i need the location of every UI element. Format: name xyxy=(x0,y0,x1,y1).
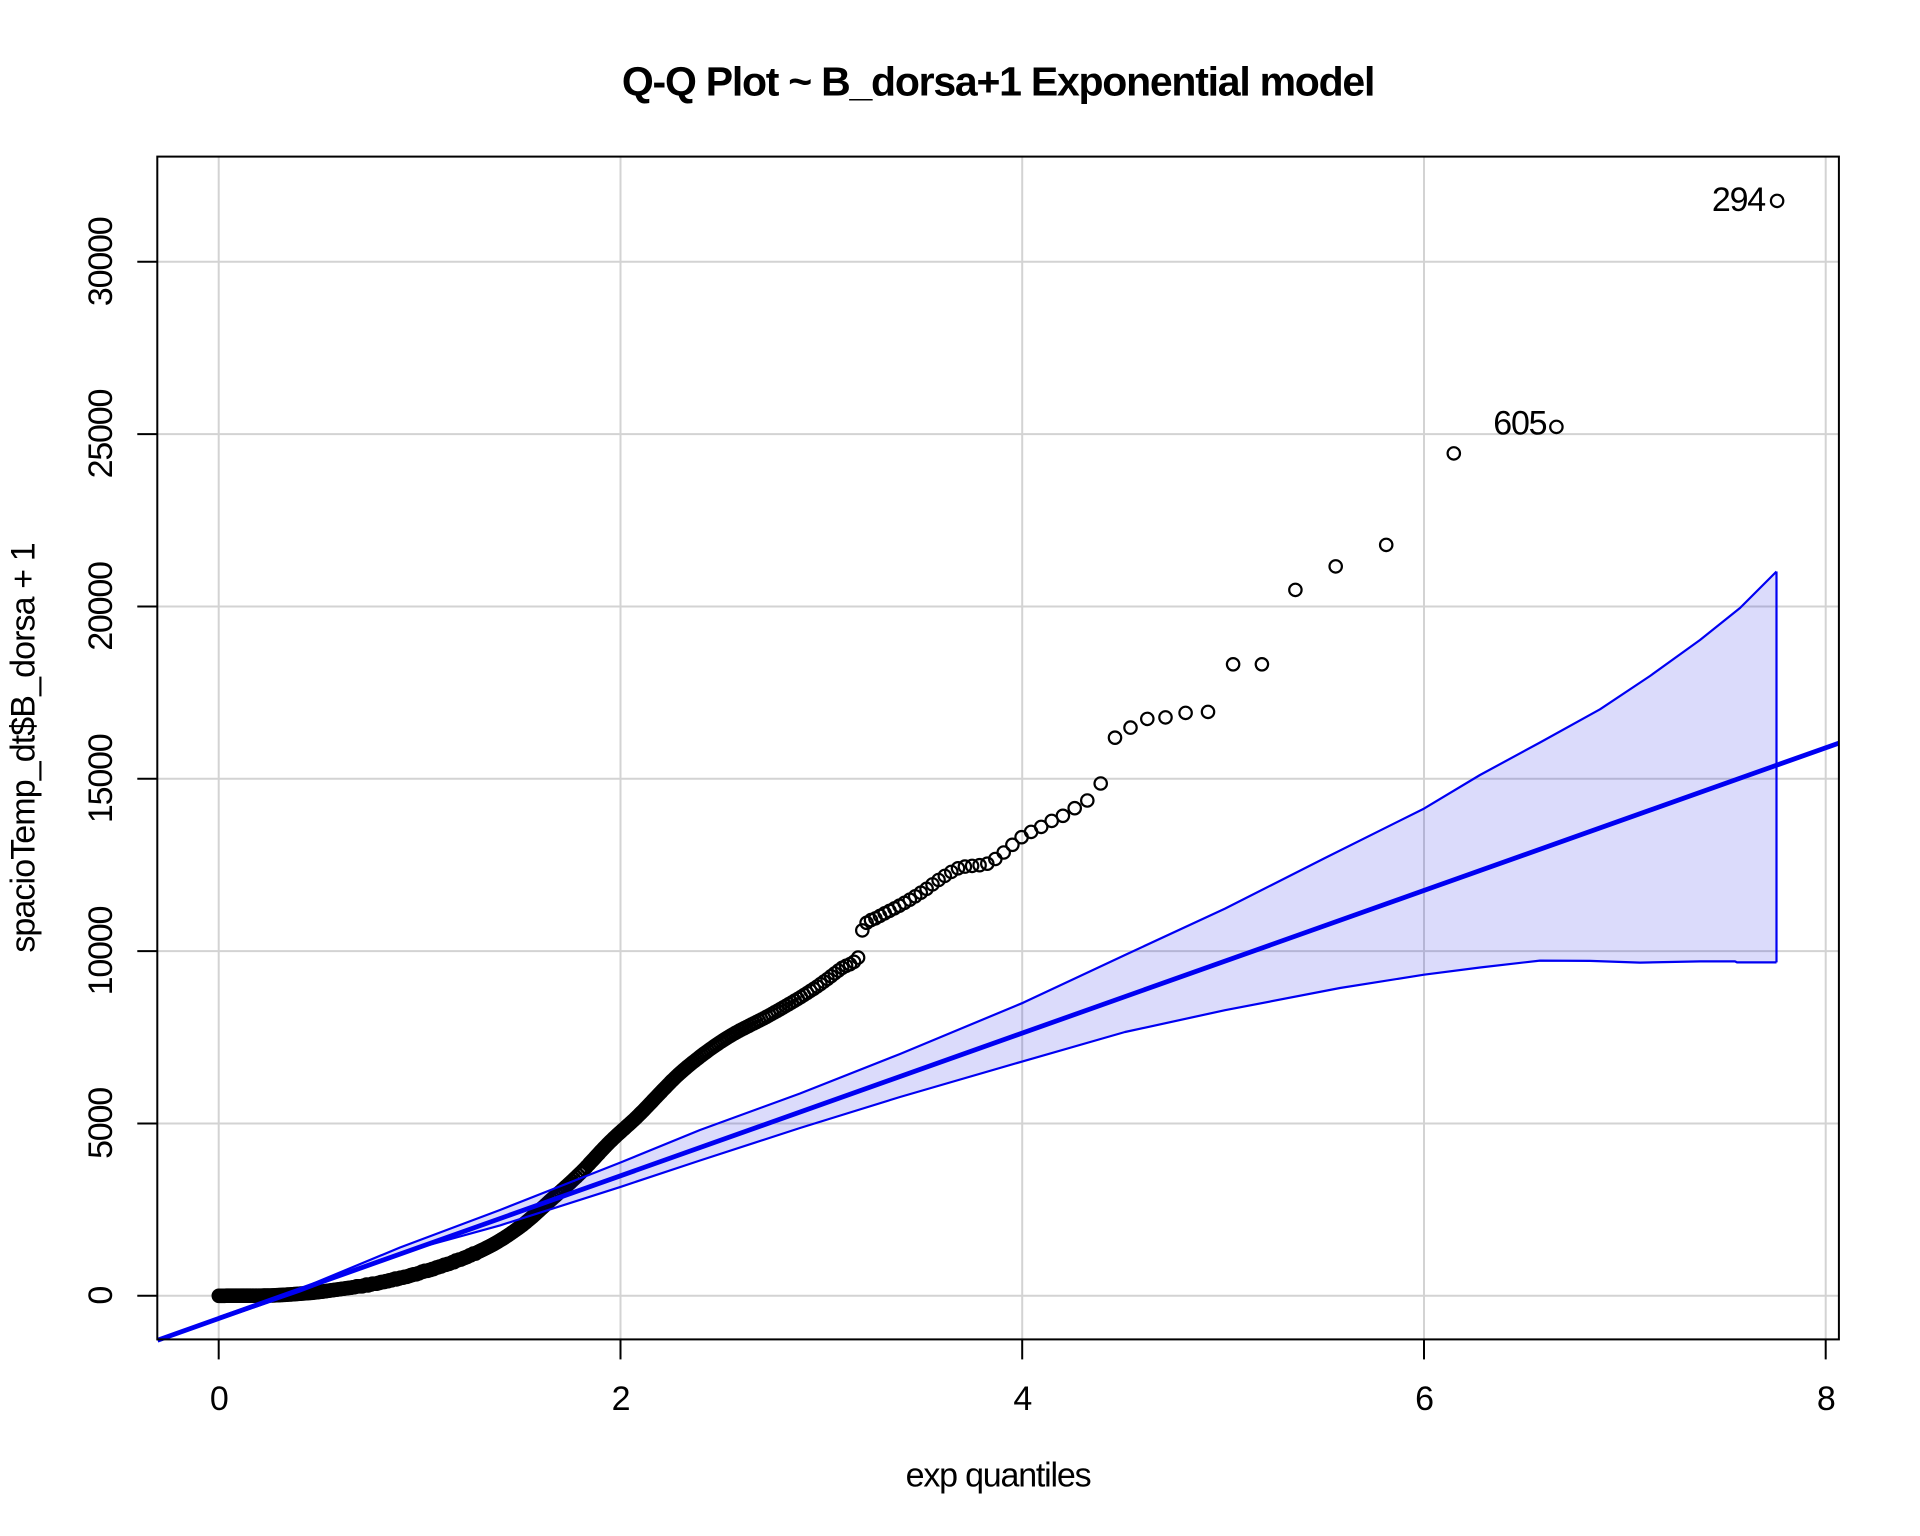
svg-text:25000: 25000 xyxy=(82,390,120,479)
svg-text:605: 605 xyxy=(1493,405,1546,443)
svg-text:spacioTemp_dt$B_dorsa + 1: spacioTemp_dt$B_dorsa + 1 xyxy=(5,543,43,952)
svg-text:6: 6 xyxy=(1415,1380,1433,1418)
svg-text:0: 0 xyxy=(82,1287,120,1305)
svg-text:5000: 5000 xyxy=(82,1088,120,1159)
svg-text:4: 4 xyxy=(1013,1380,1031,1418)
svg-text:30000: 30000 xyxy=(82,217,120,306)
svg-text:8: 8 xyxy=(1817,1380,1835,1418)
svg-text:Q-Q Plot ~ B_dorsa+1 Exponenti: Q-Q Plot ~ B_dorsa+1 Exponential model xyxy=(622,59,1374,105)
svg-text:15000: 15000 xyxy=(82,734,120,823)
svg-text:0: 0 xyxy=(210,1380,228,1418)
svg-text:294: 294 xyxy=(1712,181,1765,219)
svg-text:exp quantiles: exp quantiles xyxy=(906,1457,1091,1495)
svg-text:10000: 10000 xyxy=(82,907,120,996)
svg-text:20000: 20000 xyxy=(82,562,120,651)
svg-text:2: 2 xyxy=(612,1380,630,1418)
